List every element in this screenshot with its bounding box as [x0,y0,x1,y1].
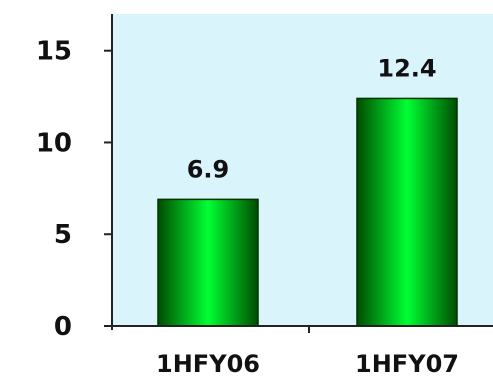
axes-layer [104,14,493,333]
bar-1hfy07 [356,97,458,327]
x-tick-label-1hfy07: 1HFY07 [355,350,459,378]
bar-1hfy06 [157,198,259,327]
y-tick-label-10: 10 [36,128,72,158]
y-tick-label-5: 5 [54,220,72,250]
labels-layer: 6.9 1HFY06 12.4 1HFY07 0 5 10 15 [36,37,459,378]
bars-layer [157,97,458,327]
data-label-1hfy07: 12.4 [377,54,436,82]
x-tick-label-1hfy06: 1HFY06 [156,350,260,378]
y-tick-label-15: 15 [36,37,72,67]
y-tick-label-0: 0 [54,312,72,342]
data-label-1hfy06: 6.9 [187,155,230,183]
